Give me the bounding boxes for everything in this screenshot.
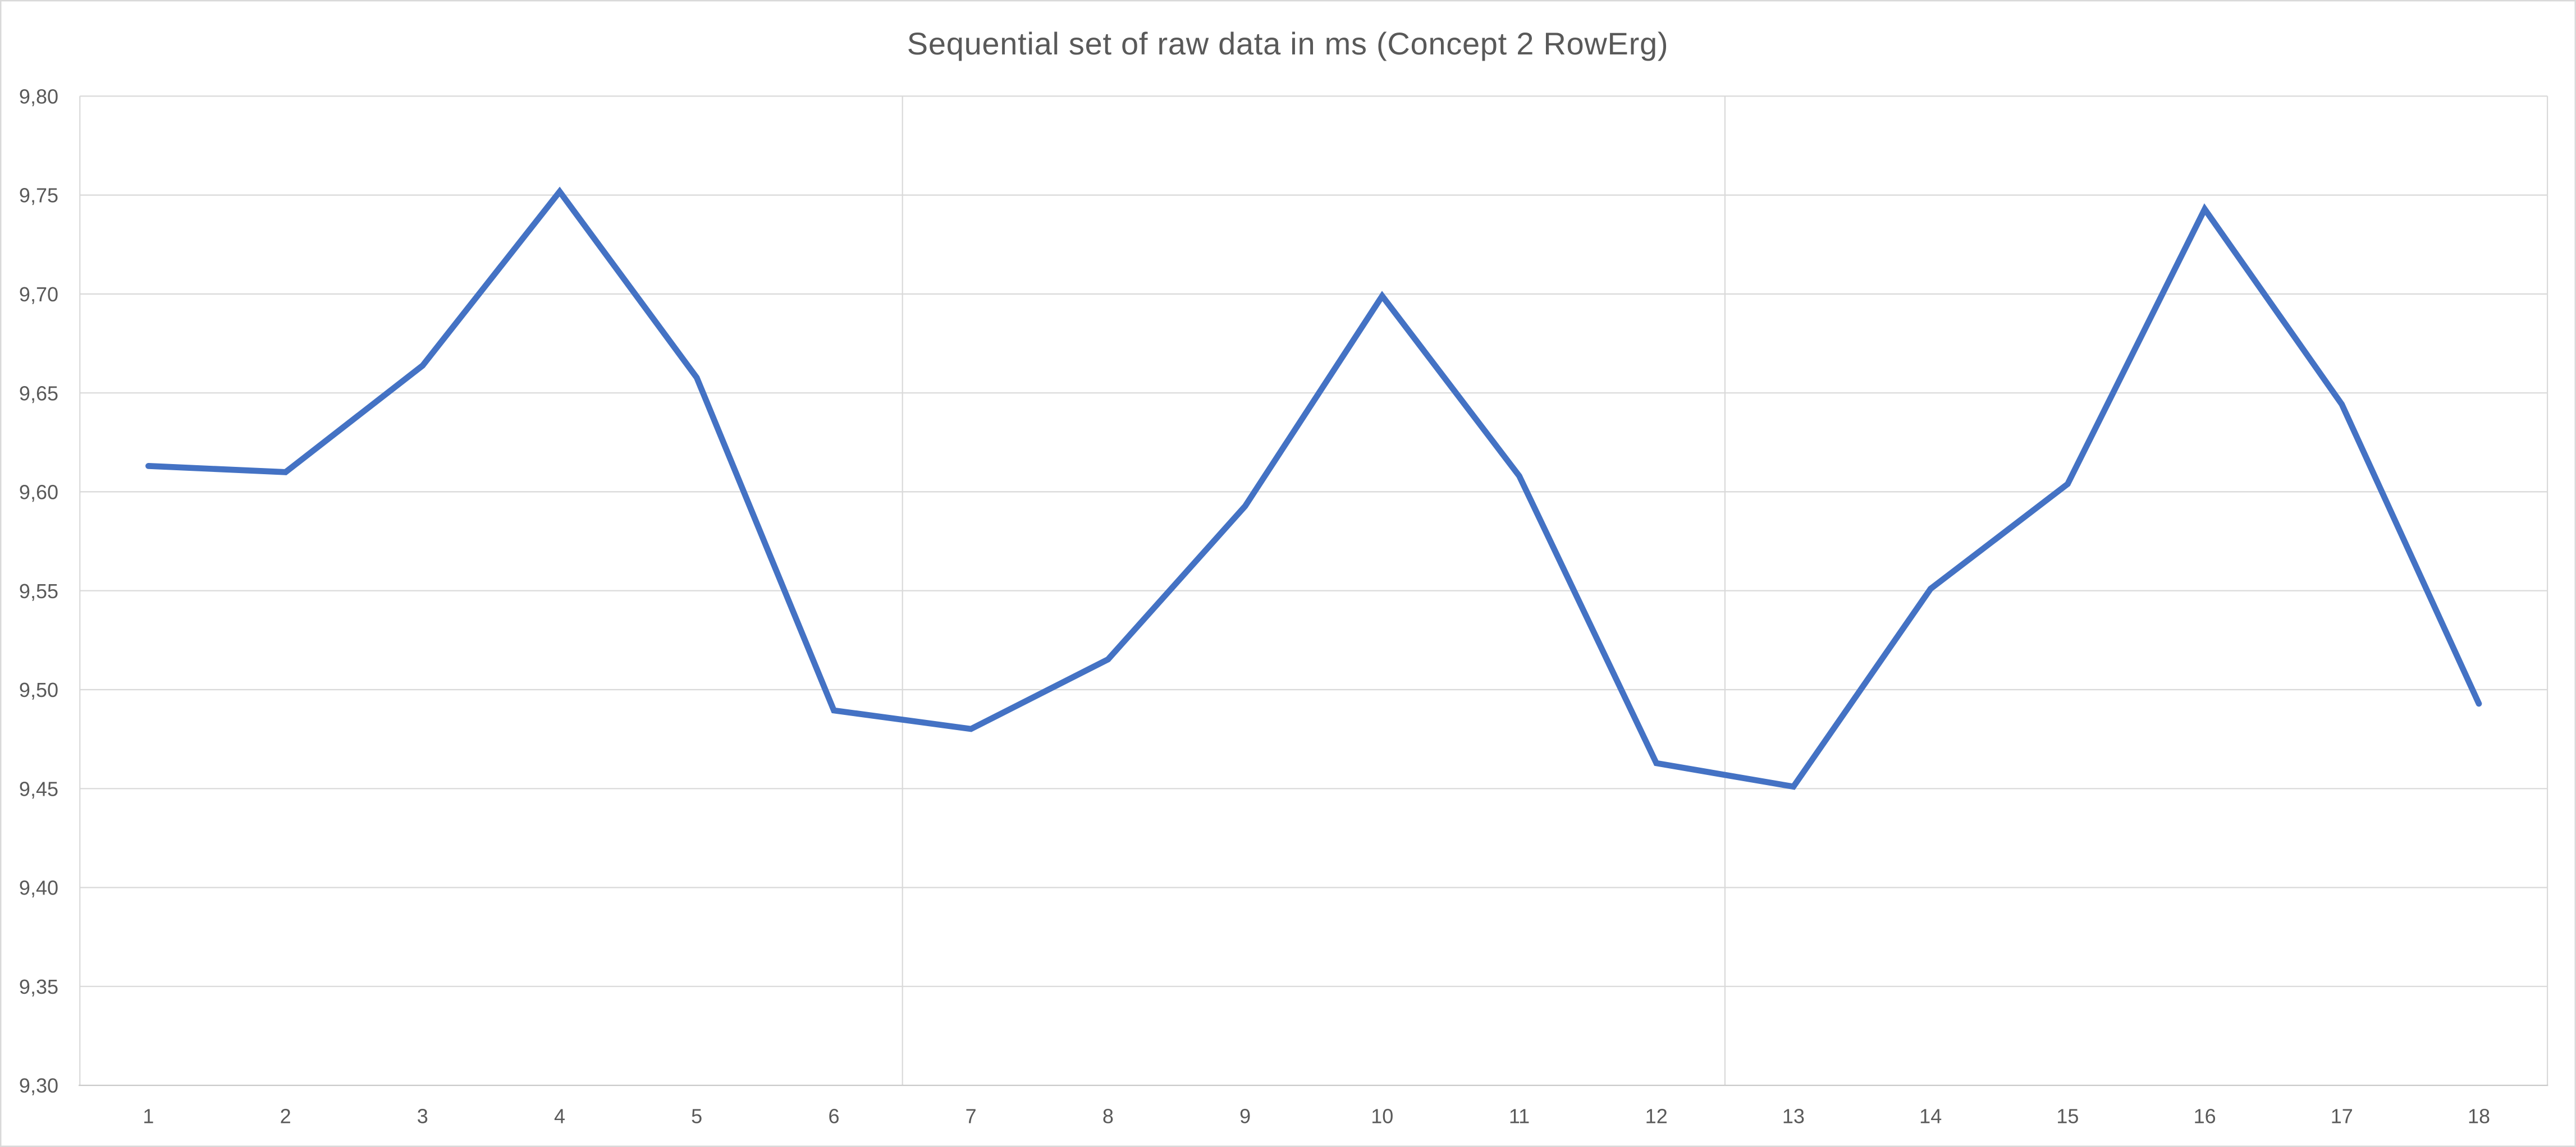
svg-text:18: 18: [2468, 1104, 2490, 1127]
svg-text:5: 5: [691, 1104, 702, 1127]
svg-text:1: 1: [143, 1104, 154, 1127]
svg-text:9,45: 9,45: [19, 777, 58, 800]
svg-text:9,35: 9,35: [19, 975, 58, 998]
svg-text:17: 17: [2331, 1104, 2353, 1127]
svg-text:9,75: 9,75: [19, 184, 58, 207]
svg-text:9,65: 9,65: [19, 382, 58, 405]
svg-text:3: 3: [417, 1104, 428, 1127]
svg-text:14: 14: [1919, 1104, 1942, 1127]
svg-text:2: 2: [280, 1104, 291, 1127]
svg-text:9,40: 9,40: [19, 877, 58, 900]
svg-text:13: 13: [1782, 1104, 1805, 1127]
svg-text:9,80: 9,80: [19, 85, 58, 108]
svg-text:15: 15: [2056, 1104, 2079, 1127]
svg-text:Sequential set of raw data in: Sequential set of raw data in ms (Concep…: [907, 26, 1668, 61]
svg-text:9,50: 9,50: [19, 678, 58, 701]
svg-text:10: 10: [1371, 1104, 1393, 1127]
svg-text:8: 8: [1102, 1104, 1114, 1127]
svg-text:9,70: 9,70: [19, 283, 58, 306]
svg-text:16: 16: [2194, 1104, 2216, 1127]
svg-text:9,60: 9,60: [19, 481, 58, 504]
svg-text:9,30: 9,30: [19, 1074, 58, 1097]
svg-text:12: 12: [1645, 1104, 1668, 1127]
svg-text:9,55: 9,55: [19, 580, 58, 603]
svg-text:7: 7: [966, 1104, 977, 1127]
svg-text:4: 4: [554, 1104, 565, 1127]
svg-text:11: 11: [1509, 1104, 1530, 1127]
svg-text:6: 6: [828, 1104, 839, 1127]
svg-text:9: 9: [1239, 1104, 1251, 1127]
